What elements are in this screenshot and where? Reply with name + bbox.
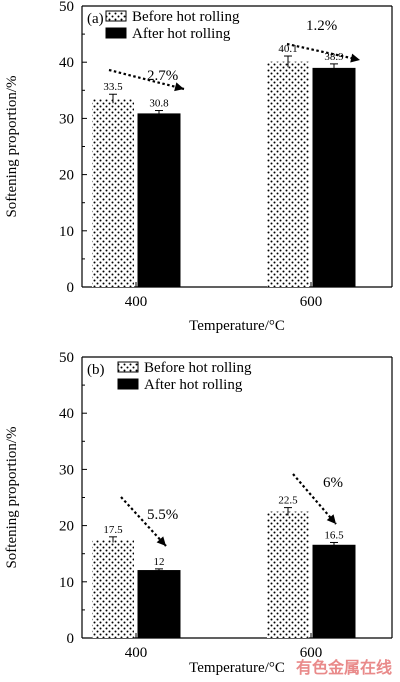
chart-panel-a: 0 10 20 30 40 50 400 600 Temperature/°C Softening…: [4, 0, 393, 334]
arrow-head: [174, 82, 184, 92]
legend-entry: After hot rolling: [144, 377, 243, 393]
y-tick-label: 40: [59, 55, 74, 71]
y-tick-label: 40: [59, 406, 74, 422]
percent-annotation: 5.5%: [147, 507, 178, 523]
bar: [267, 61, 309, 287]
panel-label: (a): [87, 11, 104, 27]
bar: [312, 67, 356, 288]
bar: [92, 98, 134, 287]
y-axis-label: Softening proportion/%: [4, 426, 20, 568]
legend-entry: Before hot rolling: [144, 360, 252, 376]
data-label: 17.5: [103, 524, 123, 536]
data-label: 33.5: [103, 81, 123, 93]
chart-panel-b: 0 10 20 30 40 50 400 600 Temperature/°C Softening…: [4, 350, 393, 676]
bar: [267, 511, 309, 638]
x-tick-label: 400: [125, 645, 148, 661]
x-tick-label: 400: [125, 294, 148, 310]
legend-swatch: [105, 27, 127, 39]
bar: [137, 570, 181, 639]
y-tick-label: 0: [67, 280, 75, 296]
y-tick-label: 30: [59, 462, 74, 478]
arrow-head: [350, 53, 360, 63]
dotted-arrow-line: [120, 496, 167, 547]
legend-swatch: [105, 10, 127, 22]
data-label: 22.5: [278, 495, 298, 507]
arrow-head: [156, 536, 166, 546]
percent-annotation: 1.2%: [306, 18, 337, 34]
arrow-head: [326, 514, 336, 524]
data-label: 16.5: [324, 529, 344, 541]
y-tick-label: 50: [59, 0, 74, 15]
dotted-arrow-line: [292, 473, 337, 525]
data-label: 38.9: [324, 51, 344, 63]
y-tick-label: 10: [59, 575, 74, 591]
x-tick-label: 600: [300, 645, 323, 661]
legend-swatch: [117, 378, 139, 390]
legend-swatch: [117, 361, 139, 373]
bar: [137, 113, 181, 288]
data-label: 30.8: [149, 98, 169, 110]
data-label: 12: [154, 556, 165, 568]
legend-entry: After hot rolling: [132, 26, 231, 42]
x-tick-label: 600: [300, 294, 323, 310]
y-tick-label: 20: [59, 519, 74, 535]
bar: [312, 544, 356, 639]
percent-annotation: 6%: [323, 475, 343, 491]
percent-annotation: 2.7%: [147, 68, 178, 84]
legend-entry: Before hot rolling: [132, 9, 240, 25]
y-tick-label: 10: [59, 224, 74, 240]
y-tick-label: 0: [67, 631, 75, 647]
x-axis-label: Temperature/°C: [189, 660, 285, 676]
y-tick-label: 50: [59, 350, 74, 366]
y-axis-label: Softening proportion/%: [4, 75, 20, 217]
panel-label: (b): [87, 362, 105, 378]
y-tick-label: 20: [59, 168, 74, 184]
bar: [92, 539, 134, 638]
dotted-arrow-line: [286, 42, 361, 62]
y-tick-label: 30: [59, 111, 74, 127]
x-axis-label: Temperature/°C: [189, 318, 285, 334]
watermark-text: 有色金属在线: [296, 658, 392, 677]
